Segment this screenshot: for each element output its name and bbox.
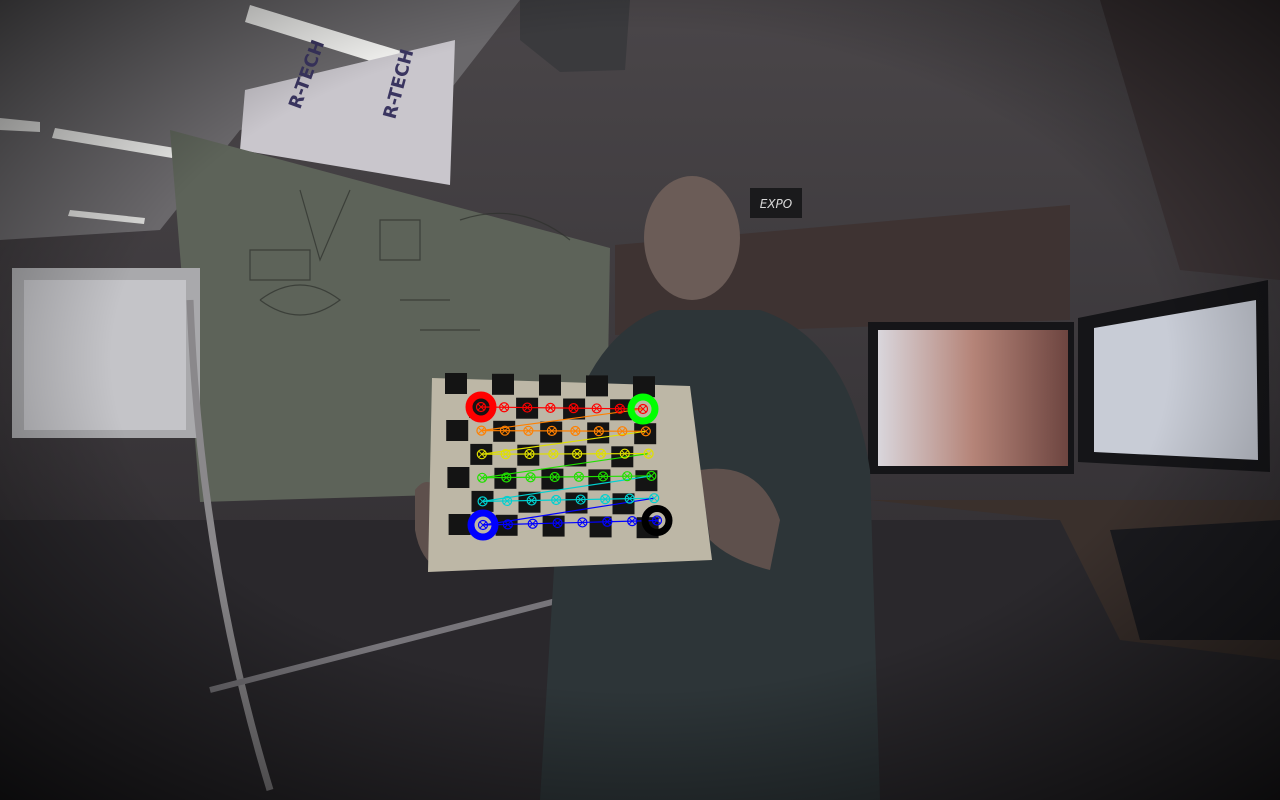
photo: R-TECH R-TECH EXPO [0,0,1280,800]
page: R-TECH R-TECH EXPO (() => { const data =… [0,0,1280,800]
vignette [0,0,1280,800]
